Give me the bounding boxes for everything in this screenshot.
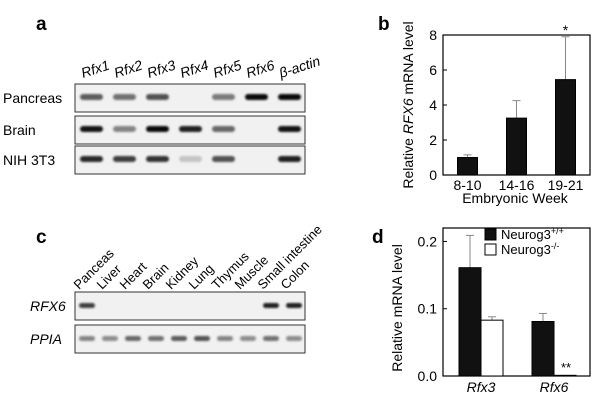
gel-a-band: [179, 156, 202, 162]
chart-d-bar: [480, 319, 504, 377]
gel-a-row-label: NIH 3T3: [3, 152, 55, 168]
panel-label-c: c: [36, 227, 47, 248]
gel-c-band: [286, 303, 302, 308]
chart-d: Relative mRNA level Neurog3+/+ Neurog3-/…: [389, 226, 591, 395]
chart-b-bar: [506, 117, 527, 176]
gel-a-col-label: Rfx1: [79, 57, 111, 81]
gel-a-band: [146, 156, 169, 162]
gel-a-col-label: Rfx6: [244, 57, 277, 81]
legend-swatch-knockout: [484, 243, 497, 256]
chart-b-ytick-label: 4: [429, 97, 437, 113]
gel-a-band: [278, 126, 301, 132]
chart-b-ytick-label: 2: [429, 132, 437, 148]
chart-d-bar: [531, 321, 555, 377]
gel-a-col-label: Rfx5: [211, 57, 244, 81]
gel-c-band: [194, 336, 210, 341]
gel-c-band: [171, 336, 187, 341]
chart-b-ytick-label: 0: [429, 167, 437, 183]
chart-b-ytick-label: 6: [429, 62, 437, 78]
chart-b-bar: [457, 157, 478, 176]
gel-a-lane-box: [74, 83, 306, 113]
gel-a-band: [113, 126, 136, 132]
chart-d-ytick-label: 0.0: [418, 368, 438, 384]
gel-a-band: [113, 94, 136, 100]
gel-a-band: [80, 94, 103, 100]
chart-d-ytick-label: 0.1: [418, 301, 438, 317]
gel-a-band: [278, 156, 301, 162]
gel-c-band: [79, 303, 95, 308]
gel-a-band: [245, 94, 268, 100]
panel-label-b: b: [378, 14, 390, 35]
gel-a-band: [146, 94, 169, 100]
chart-b-significance: *: [563, 22, 569, 38]
legend-label-knockout: Neurog3-/-: [501, 241, 559, 257]
chart-d-xtick-label: Rfx3: [467, 379, 496, 395]
gel-c-band: [286, 336, 302, 341]
panel-label-d: d: [372, 227, 384, 248]
chart-d-legend: Neurog3+/+ Neurog3-/-: [484, 226, 564, 257]
gel-c-band: [263, 303, 279, 308]
gel-a-band: [113, 156, 136, 162]
gel-a-col-label: Rfx3: [145, 57, 178, 81]
gel-c-row-label: PPIA: [30, 331, 62, 347]
legend-label-wildtype: Neurog3+/+: [501, 226, 564, 242]
gel-a-col-label: Rfx4: [178, 57, 211, 81]
chart-b-xlabel: Embryonic Week: [462, 190, 569, 206]
chart-d-significance: **: [561, 360, 571, 375]
gel-a-row-label: Pancreas: [3, 90, 62, 106]
gel-c-row-label: RFX6: [30, 298, 66, 314]
gel-panel-a: Rfx1 Rfx2 Rfx3 Rfx4 Rfx5 Rfx6 β-actin Pancreas B…: [3, 53, 322, 175]
gel-c-band: [240, 336, 256, 341]
gel-a-col-label: Rfx2: [112, 57, 145, 81]
chart-b-bar: [555, 79, 576, 176]
chart-d-xtick-label: Rfx6: [540, 379, 569, 395]
chart-b-ytick-label: 8: [429, 27, 437, 43]
gel-a-band: [212, 126, 235, 132]
gel-a-col-label: β-actin: [276, 53, 322, 82]
gel-a-band: [179, 126, 202, 132]
gel-a-band: [212, 156, 235, 162]
chart-b-ylabel: Relative RFX6 mRNA level: [400, 21, 416, 188]
gel-panel-c: PanceasLiverHeartBrainKidneyLungThymusMu…: [30, 222, 325, 354]
gel-c-band: [148, 336, 164, 341]
chart-d-frame: [442, 227, 591, 377]
gel-c-band: [125, 336, 141, 341]
gel-a-row-label: Brain: [3, 122, 36, 138]
gel-a-band: [146, 126, 169, 132]
gel-c-band: [263, 336, 279, 341]
chart-d-ytick-label: 0.2: [418, 233, 438, 249]
chart-b-xtick-label: 8-10: [453, 177, 481, 193]
chart-d-bar: [553, 374, 577, 377]
chart-b-xtick-label: 14-16: [499, 177, 535, 193]
chart-d-bar: [458, 267, 482, 377]
gel-a-band: [278, 94, 301, 100]
chart-b: Relative RFX6 mRNA level Embryonic Week …: [400, 21, 591, 206]
gel-c-band: [79, 336, 95, 341]
chart-d-ylabel: Relative mRNA level: [389, 244, 405, 372]
gel-a-band: [80, 126, 103, 132]
gel-c-band: [102, 336, 118, 341]
gel-c-band: [217, 336, 233, 341]
legend-swatch-wildtype: [484, 228, 497, 241]
chart-b-xtick-label: 19-21: [548, 177, 584, 193]
gel-a-band: [80, 156, 103, 162]
panel-label-a: a: [36, 14, 47, 35]
gel-a-band: [212, 94, 235, 100]
